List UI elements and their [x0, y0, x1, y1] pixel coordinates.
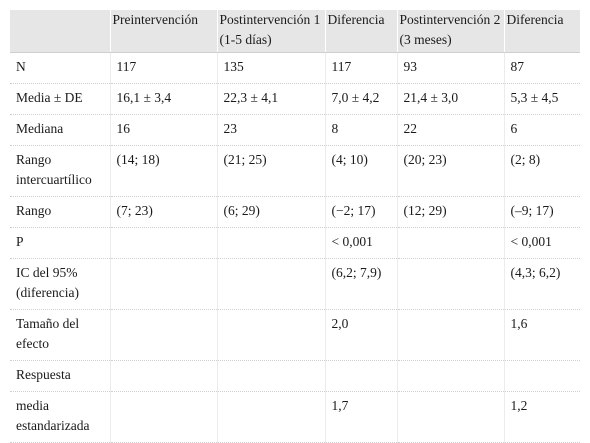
table-cell: (12; 29)	[396, 196, 504, 228]
table-cell	[216, 258, 325, 310]
table-cell: < 0,001	[503, 227, 580, 259]
results-table: Preintervención Postintervención 1 (1-5 …	[10, 10, 580, 443]
header-cell-postintervencion-1: Postintervención 1 (1-5 días)	[216, 10, 325, 53]
table-row: IC del 95% (diferencia) (6,2; 7,9) (4,3;…	[10, 258, 580, 310]
table-cell: 5,3 ± 4,5	[503, 83, 580, 115]
table-cell: 1,2	[503, 391, 580, 443]
table-cell: 117	[324, 52, 397, 84]
table-row: Rango (7; 23) (6; 29) (−2; 17) (12; 29) …	[10, 196, 580, 228]
row-label: Rango	[10, 196, 110, 228]
table-cell: 7,0 ± 4,2	[324, 83, 397, 115]
header-cell-diferencia-2: Diferencia	[503, 10, 580, 53]
table-row: N 117 135 117 93 87	[10, 52, 580, 84]
row-label: media estandarizada	[10, 391, 110, 443]
table-cell: 16	[109, 114, 217, 146]
table-row: Mediana 16 23 8 22 6	[10, 114, 580, 146]
table-cell	[109, 360, 217, 392]
table-cell	[396, 360, 504, 392]
table-cell	[109, 391, 217, 443]
row-label: N	[10, 52, 110, 84]
table-cell: 16,1 ± 3,4	[109, 83, 217, 115]
table-cell: (6,2; 7,9)	[324, 258, 397, 310]
table-cell: (14; 18)	[109, 145, 217, 197]
table-cell	[396, 227, 504, 259]
header-cell-label	[10, 10, 110, 53]
table-cell	[216, 309, 325, 361]
row-label: P	[10, 227, 110, 259]
table-row: media estandarizada 1,7 1,2	[10, 391, 580, 443]
row-label: Media ± DE	[10, 83, 110, 115]
row-label: Respuesta	[10, 360, 110, 392]
table-cell	[396, 258, 504, 310]
table-row: Tamaño del efecto 2,0 1,6	[10, 309, 580, 361]
table-cell: 117	[109, 52, 217, 84]
table-header: Preintervención Postintervención 1 (1-5 …	[10, 10, 580, 53]
table-cell	[396, 309, 504, 361]
table-cell: 93	[396, 52, 504, 84]
table-cell: (7; 23)	[109, 196, 217, 228]
table-cell: 1,7	[324, 391, 397, 443]
table-body: N 117 135 117 93 87 Media ± DE 16,1 ± 3,…	[10, 52, 580, 443]
table-cell	[109, 258, 217, 310]
table-cell: 21,4 ± 3,0	[396, 83, 504, 115]
table-cell: 8	[324, 114, 397, 146]
table-row: P < 0,001 < 0,001	[10, 227, 580, 259]
table-cell: 2,0	[324, 309, 397, 361]
table-cell: 87	[503, 52, 580, 84]
table-cell: (20; 23)	[396, 145, 504, 197]
row-label: IC del 95% (diferencia)	[10, 258, 110, 310]
table-cell: (4,3; 6,2)	[503, 258, 580, 310]
table-cell: (−2; 17)	[324, 196, 397, 228]
table-cell: (6; 29)	[216, 196, 325, 228]
header-cell-postintervencion-2: Postintervención 2 (3 meses)	[396, 10, 504, 53]
table-row: Respuesta	[10, 360, 580, 392]
table-cell: (2; 8)	[503, 145, 580, 197]
table-cell: 23	[216, 114, 325, 146]
table-cell: 22,3 ± 4,1	[216, 83, 325, 115]
table-cell	[503, 360, 580, 392]
row-label: Tamaño del efecto	[10, 309, 110, 361]
header-cell-diferencia-1: Diferencia	[324, 10, 397, 53]
table-cell: (21; 25)	[216, 145, 325, 197]
header-cell-preintervencion: Preintervención	[109, 10, 217, 53]
table-row: Media ± DE 16,1 ± 3,4 22,3 ± 4,1 7,0 ± 4…	[10, 83, 580, 115]
table-cell	[396, 391, 504, 443]
table-cell	[216, 360, 325, 392]
table-cell: 1,6	[503, 309, 580, 361]
header-row: Preintervención Postintervención 1 (1-5 …	[10, 10, 580, 53]
table-cell	[109, 309, 217, 361]
table-cell	[216, 227, 325, 259]
table-cell	[216, 391, 325, 443]
table-cell	[324, 360, 397, 392]
table-cell: 22	[396, 114, 504, 146]
table-cell: < 0,001	[324, 227, 397, 259]
table-cell: (–9; 17)	[503, 196, 580, 228]
table-cell: (4; 10)	[324, 145, 397, 197]
row-label: Mediana	[10, 114, 110, 146]
table-row: Rango intercuartílico (14; 18) (21; 25) …	[10, 145, 580, 197]
results-table-container: Preintervención Postintervención 1 (1-5 …	[10, 10, 580, 443]
table-cell	[109, 227, 217, 259]
table-cell: 6	[503, 114, 580, 146]
row-label: Rango intercuartílico	[10, 145, 110, 197]
table-cell: 135	[216, 52, 325, 84]
